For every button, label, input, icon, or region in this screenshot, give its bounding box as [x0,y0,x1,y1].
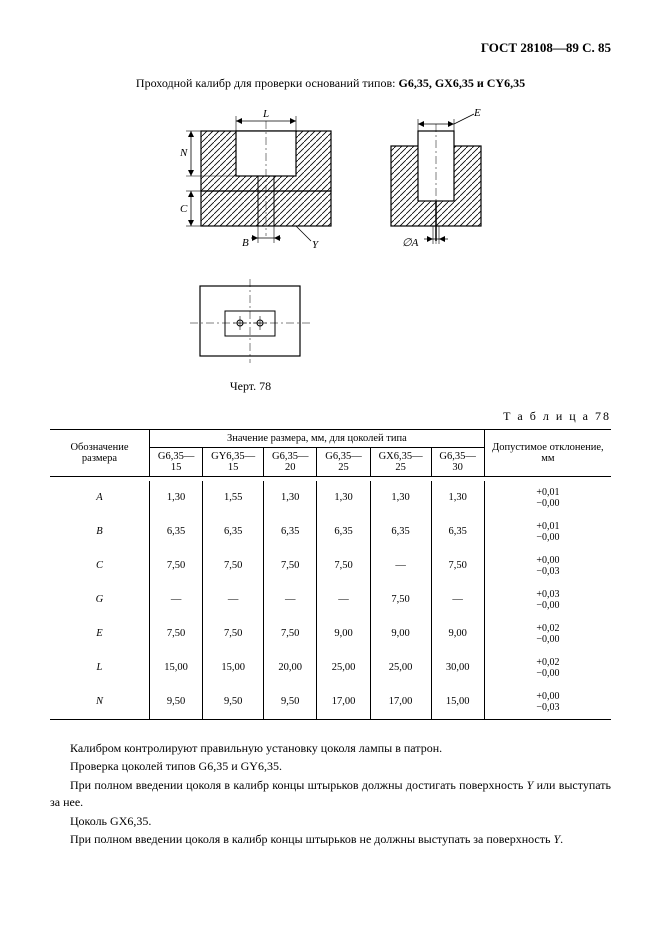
value-cell: 9,50 [264,685,317,720]
type-column-header: GX6,35—25 [370,448,431,477]
figure-number: Черт. 78 [0,379,611,394]
svg-text:Y: Y [312,239,320,251]
value-cell: 20,00 [264,651,317,685]
value-cell: 7,50 [317,549,370,583]
value-cell: 9,00 [317,617,370,651]
value-cell: 6,35 [431,515,484,549]
type-column-header: G6,35—15 [149,448,202,477]
diagram-side-view: E ∅A [376,106,496,251]
value-cell: — [431,583,484,617]
value-cell: 6,35 [317,515,370,549]
table-caption: Т а б л и ц а 78 [50,409,611,424]
value-cell: 1,30 [317,481,370,515]
paragraph: При полном введении цоколя в калибр конц… [50,777,611,811]
value-cell: 1,30 [431,481,484,515]
tolerance-cell: +0,00−0,03 [484,685,611,720]
col-header-values-span: Значение размера, мм, для цоколей типа [149,430,484,448]
tolerance-cell: +0,02−0,00 [484,617,611,651]
value-cell: 1,55 [203,481,264,515]
svg-text:∅A: ∅A [402,237,419,249]
value-cell: 7,50 [431,549,484,583]
page-header: ГОСТ 28108—89 С. 85 [50,40,611,56]
tolerance-cell: +0,02−0,00 [484,651,611,685]
title-types: G6,35, GX6,35 и CY6,35 [398,76,525,90]
value-cell: 1,30 [149,481,202,515]
type-column-header: G6,35—30 [431,448,484,477]
dimension-table: Обозначение размера Значение размера, мм… [50,429,611,720]
value-cell: 7,50 [149,617,202,651]
type-column-header: G6,35—20 [264,448,317,477]
value-cell: 7,50 [264,549,317,583]
type-column-header: GY6,35—15 [203,448,264,477]
table-row: N9,509,509,5017,0017,0015,00+0,00−0,03 [50,685,611,720]
svg-text:N: N [179,147,188,159]
value-cell: 7,50 [203,617,264,651]
value-cell: 1,30 [264,481,317,515]
value-cell: 6,35 [264,515,317,549]
col-header-dimension: Обозначение размера [50,430,149,477]
table-row: L15,0015,0020,0025,0025,0030,00+0,02−0,0… [50,651,611,685]
value-cell: 15,00 [149,651,202,685]
table-row: G————7,50—+0,03−0,00 [50,583,611,617]
table-row: A1,301,551,301,301,301,30+0,01−0,00 [50,481,611,515]
paragraph: Цоколь GX6,35. [50,813,611,830]
diagram-front-view: L N C B Y [166,106,346,251]
row-label: N [50,685,149,720]
row-label: L [50,651,149,685]
title-prefix: Проходной калибр для проверки оснований … [136,76,399,90]
value-cell: 7,50 [203,549,264,583]
value-cell: 9,50 [203,685,264,720]
value-cell: 9,00 [370,617,431,651]
value-cell: 25,00 [317,651,370,685]
col-header-tolerance: Допустимое отклонение, мм [484,430,611,477]
tolerance-cell: +0,00−0,03 [484,549,611,583]
type-column-header: G6,35—25 [317,448,370,477]
value-cell: 25,00 [370,651,431,685]
diagram-top-row: L N C B Y [50,106,611,251]
svg-text:C: C [180,203,188,215]
value-cell: — [370,549,431,583]
tolerance-cell: +0,01−0,00 [484,481,611,515]
value-cell: 6,35 [203,515,264,549]
table-row: E7,507,507,509,009,009,00+0,02−0,00 [50,617,611,651]
figure-title: Проходной калибр для проверки оснований … [50,76,611,91]
row-label: E [50,617,149,651]
svg-text:E: E [473,107,481,119]
value-cell: 6,35 [370,515,431,549]
diagram-bottom-row [180,271,611,371]
paragraph: При полном введении цоколя в калибр конц… [50,831,611,848]
table-row: B6,356,356,356,356,356,35+0,01−0,00 [50,515,611,549]
diagram-top-view [180,271,320,371]
paragraph: Проверка цоколей типов G6,35 и GY6,35. [50,758,611,775]
value-cell: 7,50 [264,617,317,651]
svg-text:L: L [262,108,269,120]
value-cell: 1,30 [370,481,431,515]
value-cell: 15,00 [431,685,484,720]
value-cell: — [203,583,264,617]
table-row: C7,507,507,507,50—7,50+0,00−0,03 [50,549,611,583]
tolerance-cell: +0,01−0,00 [484,515,611,549]
value-cell: — [264,583,317,617]
row-label: A [50,481,149,515]
value-cell: 7,50 [370,583,431,617]
tolerance-cell: +0,03−0,00 [484,583,611,617]
row-label: B [50,515,149,549]
value-cell: 9,50 [149,685,202,720]
value-cell: 17,00 [317,685,370,720]
value-cell: 6,35 [149,515,202,549]
body-text: Калибром контролируют правильную установ… [50,740,611,849]
value-cell: — [317,583,370,617]
paragraph: Калибром контролируют правильную установ… [50,740,611,757]
svg-text:B: B [242,237,249,249]
row-label: G [50,583,149,617]
value-cell: 7,50 [149,549,202,583]
value-cell: 17,00 [370,685,431,720]
value-cell: 9,00 [431,617,484,651]
value-cell: — [149,583,202,617]
value-cell: 15,00 [203,651,264,685]
row-label: C [50,549,149,583]
value-cell: 30,00 [431,651,484,685]
